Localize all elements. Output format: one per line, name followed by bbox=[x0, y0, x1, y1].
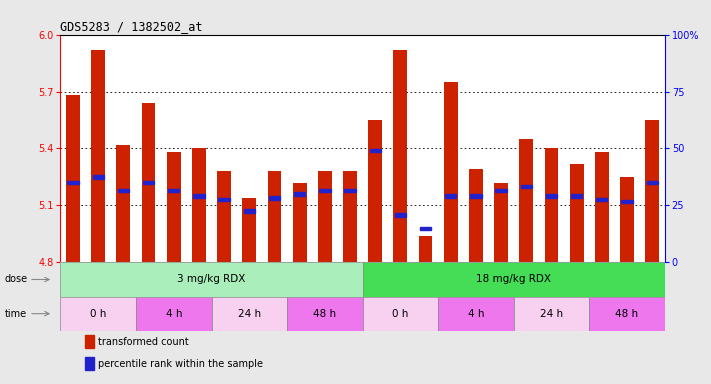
Bar bbox=[470, 194, 481, 198]
Text: dose: dose bbox=[4, 275, 27, 285]
Bar bbox=[363, 262, 665, 296]
Bar bbox=[395, 213, 406, 217]
Bar bbox=[143, 181, 154, 184]
Bar bbox=[519, 139, 533, 262]
Text: GDS5283 / 1382502_at: GDS5283 / 1382502_at bbox=[60, 20, 203, 33]
Bar bbox=[269, 196, 280, 200]
Bar bbox=[167, 152, 181, 262]
Text: 0 h: 0 h bbox=[90, 309, 107, 319]
Text: 24 h: 24 h bbox=[540, 309, 563, 319]
Bar bbox=[136, 296, 212, 331]
Text: 24 h: 24 h bbox=[237, 309, 261, 319]
Bar bbox=[141, 103, 156, 262]
Bar bbox=[496, 189, 507, 192]
Bar bbox=[646, 181, 658, 184]
Text: 48 h: 48 h bbox=[314, 309, 336, 319]
Bar bbox=[168, 189, 179, 192]
Bar bbox=[494, 183, 508, 262]
Bar bbox=[545, 149, 558, 262]
Bar bbox=[85, 357, 95, 370]
Bar bbox=[420, 227, 432, 230]
Bar bbox=[212, 296, 287, 331]
Bar bbox=[60, 296, 136, 331]
Bar bbox=[287, 296, 363, 331]
Bar bbox=[192, 149, 206, 262]
Bar bbox=[92, 175, 104, 179]
Bar bbox=[596, 198, 607, 202]
Text: time: time bbox=[5, 309, 27, 319]
Bar bbox=[267, 171, 282, 262]
Bar bbox=[589, 296, 665, 331]
Bar bbox=[344, 189, 356, 192]
Bar bbox=[445, 194, 456, 198]
Bar bbox=[363, 296, 438, 331]
Bar bbox=[293, 183, 306, 262]
Bar bbox=[370, 149, 381, 152]
Bar bbox=[319, 189, 331, 192]
Bar bbox=[419, 236, 432, 262]
Bar bbox=[621, 200, 633, 204]
Text: 18 mg/kg RDX: 18 mg/kg RDX bbox=[476, 275, 551, 285]
Bar bbox=[570, 164, 584, 262]
Bar bbox=[193, 194, 205, 198]
Bar bbox=[85, 335, 95, 348]
Bar bbox=[393, 50, 407, 262]
Bar bbox=[438, 296, 514, 331]
Bar bbox=[294, 192, 305, 196]
Text: 3 mg/kg RDX: 3 mg/kg RDX bbox=[177, 275, 246, 285]
Bar bbox=[60, 262, 363, 296]
Bar bbox=[546, 194, 557, 198]
Text: 0 h: 0 h bbox=[392, 309, 409, 319]
Bar bbox=[68, 181, 79, 184]
Bar bbox=[620, 177, 634, 262]
Bar bbox=[646, 120, 659, 262]
Bar bbox=[595, 152, 609, 262]
Bar bbox=[520, 185, 532, 188]
Text: transformed count: transformed count bbox=[98, 337, 188, 347]
Bar bbox=[343, 171, 357, 262]
Bar bbox=[118, 189, 129, 192]
Bar bbox=[444, 82, 458, 262]
Bar bbox=[66, 95, 80, 262]
Bar bbox=[242, 198, 256, 262]
Bar bbox=[514, 296, 589, 331]
Bar bbox=[218, 198, 230, 202]
Bar bbox=[91, 50, 105, 262]
Bar bbox=[244, 209, 255, 213]
Text: 4 h: 4 h bbox=[468, 309, 484, 319]
Text: 4 h: 4 h bbox=[166, 309, 182, 319]
Bar bbox=[571, 194, 582, 198]
Text: 48 h: 48 h bbox=[616, 309, 638, 319]
Bar bbox=[469, 169, 483, 262]
Bar bbox=[318, 171, 332, 262]
Bar bbox=[217, 171, 231, 262]
Text: percentile rank within the sample: percentile rank within the sample bbox=[98, 359, 263, 369]
Bar bbox=[117, 145, 130, 262]
Bar bbox=[368, 120, 382, 262]
